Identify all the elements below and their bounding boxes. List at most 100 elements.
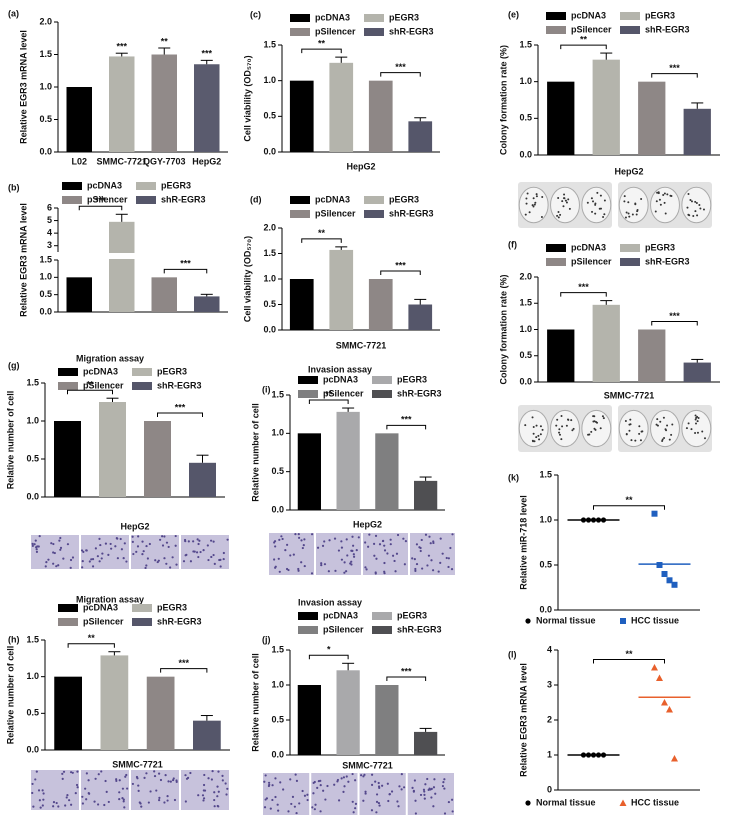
bar (146, 676, 175, 750)
y-tick-label: 1.5 (26, 634, 39, 644)
cell (173, 798, 177, 802)
cell (442, 781, 445, 784)
bar (592, 304, 620, 382)
cell (423, 793, 426, 796)
cell (225, 793, 228, 796)
cell (88, 792, 91, 795)
stain-photo (410, 533, 455, 575)
cell (137, 535, 140, 538)
cell (322, 789, 325, 792)
y-tick-label: 1.5 (263, 248, 276, 258)
y-tick-label: 1.0 (519, 324, 532, 334)
cell (226, 538, 229, 541)
cell (61, 777, 64, 780)
cell (52, 801, 56, 804)
cell (365, 568, 368, 571)
cell (396, 800, 399, 803)
cell (98, 537, 101, 540)
cell (158, 799, 161, 802)
cell (374, 780, 377, 783)
cell (289, 778, 292, 781)
axis-break (59, 253, 229, 259)
colony (558, 428, 561, 431)
cell (125, 773, 128, 777)
cell (99, 543, 102, 547)
cell (71, 556, 75, 559)
bar (408, 121, 433, 152)
cell (157, 772, 161, 775)
panel-label: (j) (262, 634, 271, 644)
cell (123, 806, 126, 809)
y-tick-label: 1.5 (519, 39, 532, 49)
cell (116, 557, 119, 560)
legend-swatch (372, 612, 392, 620)
cell (212, 540, 215, 543)
cell (35, 550, 39, 553)
cell (202, 797, 206, 800)
cell (264, 774, 267, 777)
cell (105, 790, 108, 793)
cell (145, 564, 148, 567)
cell (326, 784, 329, 788)
cell (368, 533, 371, 536)
y-tick-label: 0.5 (271, 466, 284, 476)
cell (33, 543, 36, 546)
legend-label: pSilencer (87, 194, 128, 204)
cell (294, 533, 297, 536)
colony (623, 200, 626, 203)
cell (377, 801, 381, 805)
colony (591, 210, 594, 213)
colony (625, 432, 628, 435)
bar (54, 676, 82, 750)
y-tick-label: 1.0 (26, 671, 39, 681)
cell (351, 535, 354, 538)
significance: ** (580, 34, 588, 44)
cell (357, 536, 360, 539)
cell (393, 559, 396, 563)
legend-label: pSilencer (323, 388, 364, 398)
cell (370, 773, 374, 776)
bar (408, 304, 433, 330)
bar (414, 731, 438, 755)
y-tick-label: 1.5 (39, 49, 52, 59)
cell (174, 544, 177, 547)
significance-bracket (560, 292, 607, 297)
colony (699, 207, 702, 210)
colony (624, 216, 627, 219)
colony (539, 425, 542, 428)
cell (451, 533, 454, 536)
legend-swatch (546, 26, 566, 34)
legend-label: pcDNA3 (83, 602, 118, 612)
bar (329, 249, 354, 330)
cell (398, 785, 401, 788)
cell (290, 802, 293, 806)
cell (443, 787, 446, 790)
cell (198, 539, 201, 542)
cell (445, 556, 448, 560)
cell (280, 535, 283, 538)
cell (118, 779, 121, 782)
colony (590, 197, 593, 200)
cell (76, 786, 79, 789)
cell (192, 540, 195, 543)
cell (161, 535, 164, 538)
x-tick-label: L02 (71, 156, 87, 166)
cell (202, 549, 205, 552)
legend-swatch (364, 14, 384, 22)
legend-label: Normal tissue (536, 615, 596, 625)
significance-bracket (593, 659, 665, 664)
cell (430, 559, 433, 562)
panel-label: (g) (8, 360, 20, 370)
legend-label: pSilencer (315, 26, 356, 36)
panel-label: (b) (8, 182, 20, 192)
cell (93, 800, 96, 803)
colony (532, 197, 535, 200)
cell (274, 795, 277, 799)
cell (69, 771, 73, 774)
colony (565, 201, 568, 204)
colony (538, 438, 541, 441)
cell (450, 568, 454, 571)
cell (155, 789, 158, 792)
significance: *** (395, 260, 406, 270)
legend-marker (525, 618, 531, 624)
